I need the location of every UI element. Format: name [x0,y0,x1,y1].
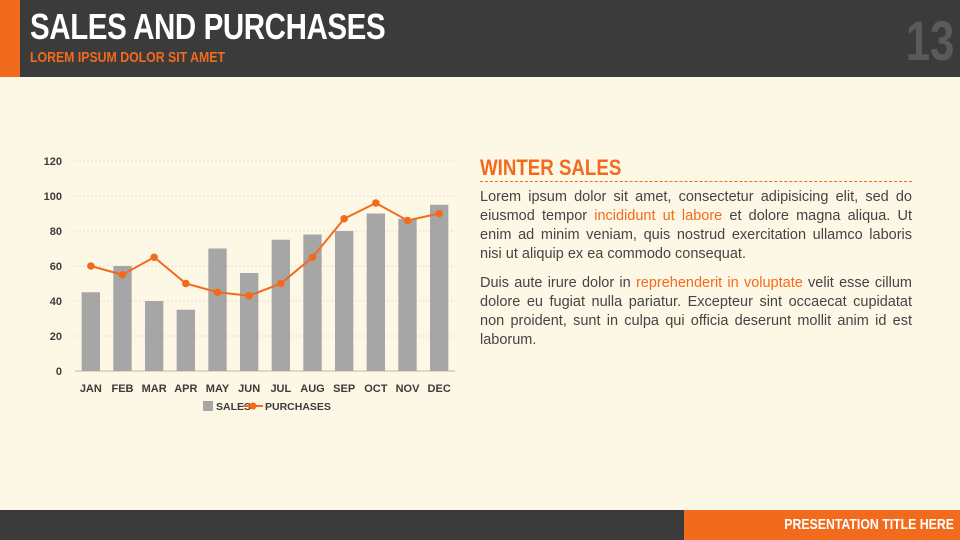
x-tick-label: JUL [270,383,291,395]
sales-purchases-chart: 0 20 40 60 80 100 120 JAN FEB MAR APR MAY JUN JUL AUG S… [44,156,455,413]
x-tick-label: SEP [333,383,355,395]
paragraph-1: Lorem ipsum dolor sit amet, consectetur … [480,188,912,264]
purchases-point [118,270,127,279]
sales-bar [239,273,259,371]
y-tick-label: 0 [56,366,62,378]
dashed-divider [480,181,912,182]
y-tick-label: 80 [50,226,62,238]
x-tick-label: NOV [396,383,421,395]
y-tick-label: 60 [50,261,62,273]
legend-sales-label: SALES [216,401,251,413]
y-tick-label: 120 [44,156,62,168]
sales-bar [208,248,227,371]
x-tick-label: MAY [206,383,230,395]
x-tick-label: OCT [364,383,388,395]
x-tick-label: APR [174,383,197,395]
purchases-point [372,199,380,207]
y-tick-label: 40 [50,296,62,308]
x-tick-label: AUG [300,383,324,395]
legend-purchases-marker [249,402,257,410]
sales-bar [366,213,386,371]
paragraph-2-text-b: velit esse cillum dolore eu fugiat nulla… [480,275,912,348]
legend-purchases-label: PURCHASES [265,401,331,413]
paragraph-2-highlight: reprehenderit in voluptate [635,275,803,291]
x-tick-label: JAN [80,383,102,395]
sales-bar [144,301,164,371]
slide-subtitle: LOREM IPSUM DOLOR SIT AMET [30,49,225,66]
header-accent [0,0,20,77]
sales-bar [398,218,417,371]
paragraph-1-text-a: Lorem ipsum dolor sit amet, consectetur … [480,189,912,224]
sales-bar [334,231,354,371]
purchases-point [340,214,348,223]
footer-title: PRESENTATION TITLE HERE [784,516,954,533]
sales-bar [303,234,322,371]
sales-bar [429,204,449,371]
purchases-point [182,279,190,288]
purchases-point [277,279,285,288]
x-tick-label: JUN [238,383,260,395]
purchases-point [308,253,317,262]
x-tick-label: DEC [428,383,451,395]
x-tick-label: FEB [112,383,134,395]
purchases-line [90,201,440,297]
y-tick-label: 100 [44,191,62,203]
purchases-point [213,288,222,297]
panel-heading: WINTER SALES [480,155,622,180]
sales-bar [271,239,291,371]
sales-bar [176,309,196,371]
header-bar: SALES AND PURCHASES LOREM IPSUM DOLOR SI… [0,0,960,77]
footer-accent: PRESENTATION TITLE HERE [684,510,960,540]
paragraph-2: Duis aute irure dolor in reprehenderit i… [480,274,912,350]
legend-sales-swatch [203,401,213,411]
paragraph-1-highlight: incididunt ut labore [594,208,723,224]
purchases-point [87,262,95,270]
purchases-point [150,253,158,262]
text-panel: WINTER SALES Lorem ipsum dolor sit amet,… [480,155,912,360]
paragraph-2-text-a: Duis aute irure dolor in [480,275,636,291]
y-tick-label: 20 [50,331,62,343]
page-number: 13 [905,9,954,72]
purchases-point [435,209,443,218]
paragraph-1-text-b: et dolore magna aliqua. Ut enim ad minim… [480,208,912,262]
purchases-point [245,291,253,300]
footer-bar: PRESENTATION TITLE HERE [0,510,960,540]
purchases-point [403,216,412,225]
sales-bar [113,266,132,371]
x-tick-label: MAR [142,383,167,395]
slide-title: SALES AND PURCHASES [30,6,386,47]
sales-bar [81,292,101,371]
